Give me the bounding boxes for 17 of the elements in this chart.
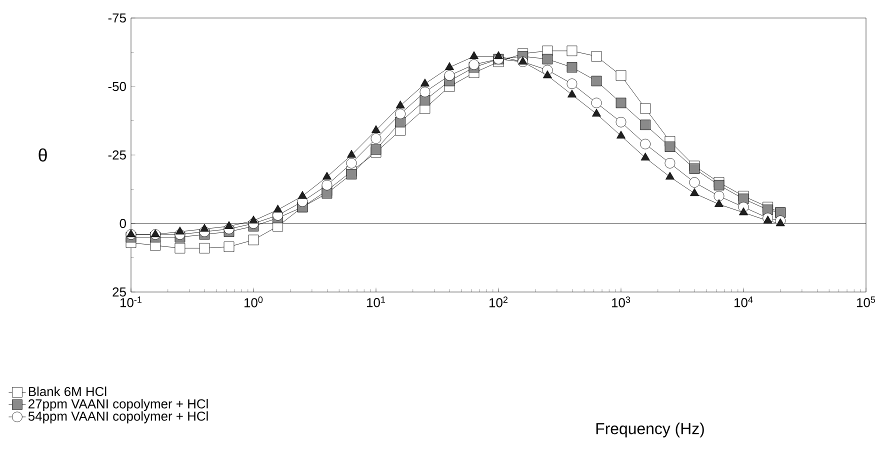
y-tick-label: 0 [120,218,126,228]
x-tick-label: 10$^{5}$ [857,296,876,308]
x-tick-label: 10$^{4}$ [734,296,753,308]
x-tick-label: 10$^{2}$ [490,296,508,308]
legend-label: Blank 6M HCl [28,386,106,396]
y-tick-label: -50 [108,82,126,92]
y-tick-label: 25 [112,287,126,297]
legend-label: 27ppm VAANI copolymer + HCl [28,398,208,412]
y-tick-label: -25 [108,150,126,160]
y-axis-title: θ [38,148,47,162]
text: Frequency (Hz) [596,422,704,438]
x-tick-label: 10$^{1}$ [367,296,386,308]
x-tick-label: 10$^{0}$ [244,296,263,308]
x-tick-label: 10$^{3}$ [612,296,630,308]
y-tick-label: -75 [108,13,126,23]
legend-label: 54ppm VAANI copolymer + HCl [28,411,208,424]
x-tick-label: 10$^{-1}$ [120,296,142,308]
